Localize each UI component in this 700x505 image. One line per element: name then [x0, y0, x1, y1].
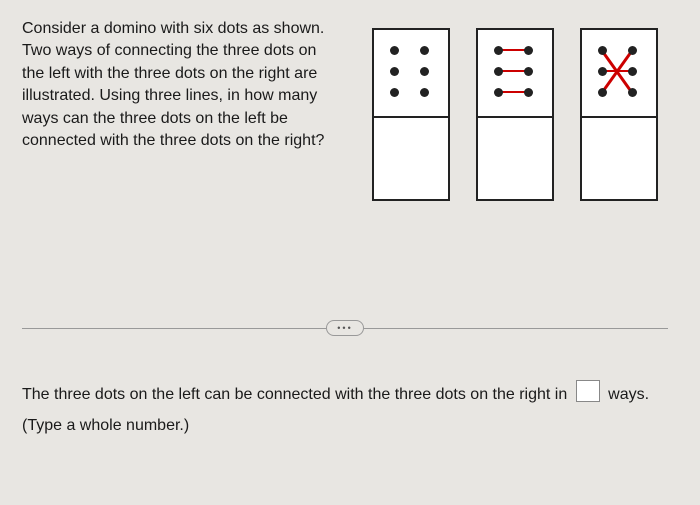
right-dot: [628, 67, 637, 76]
domino: [372, 28, 450, 201]
answer-area: The three dots on the left can be connec…: [22, 380, 668, 441]
answer-text-before: The three dots on the left can be connec…: [22, 386, 567, 403]
divider-line: [22, 328, 326, 329]
domino-row: [372, 28, 658, 201]
left-dot: [598, 88, 607, 97]
left-dot: [390, 46, 399, 55]
right-dot: [628, 46, 637, 55]
left-dot: [390, 88, 399, 97]
domino: [580, 28, 658, 201]
answer-hint: (Type a whole number.): [22, 412, 668, 441]
right-dot: [420, 67, 429, 76]
right-dot: [524, 67, 533, 76]
left-dot: [598, 46, 607, 55]
answer-text-after: ways.: [608, 386, 649, 403]
right-dot: [524, 88, 533, 97]
left-dot: [598, 67, 607, 76]
domino-divider: [478, 116, 552, 118]
right-dot: [524, 46, 533, 55]
right-dot: [420, 46, 429, 55]
left-dot: [390, 67, 399, 76]
domino-top-half: [478, 30, 552, 116]
divider-pill[interactable]: •••: [326, 320, 363, 336]
question-text: Consider a domino with six dots as shown…: [22, 18, 342, 152]
divider-line: [364, 328, 668, 329]
left-dot: [494, 67, 503, 76]
right-dot: [628, 88, 637, 97]
domino-top-half: [582, 30, 656, 116]
domino-top-half: [374, 30, 448, 116]
domino: [476, 28, 554, 201]
right-dot: [420, 88, 429, 97]
answer-input[interactable]: [576, 380, 600, 402]
left-dot: [494, 88, 503, 97]
left-dot: [494, 46, 503, 55]
domino-divider: [374, 116, 448, 118]
top-section: Consider a domino with six dots as shown…: [22, 18, 678, 201]
domino-divider: [582, 116, 656, 118]
section-divider: •••: [22, 320, 668, 336]
